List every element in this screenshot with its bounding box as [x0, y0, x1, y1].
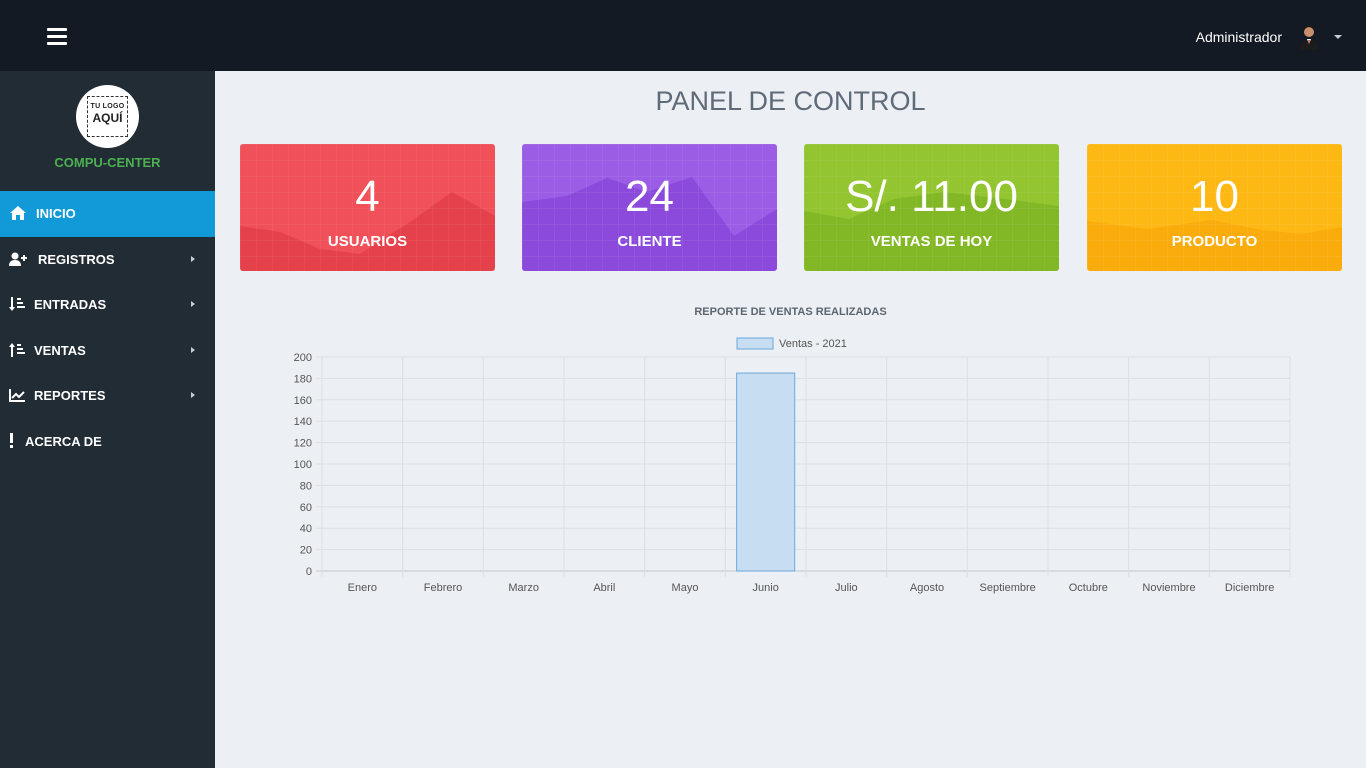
sidebar-item-label: ENTRADAS — [34, 297, 107, 312]
chevron-right-icon — [191, 346, 195, 353]
x-tick-label: Octubre — [1069, 582, 1108, 594]
card-value: 4 — [355, 172, 380, 221]
x-tick-label: Julio — [835, 582, 858, 594]
x-tick-label: Abril — [593, 582, 615, 594]
user-avatar[interactable] — [1297, 24, 1321, 50]
sidebar-item-label: REGISTROS — [38, 251, 115, 267]
card-usuarios[interactable]: 4 USUARIOS — [240, 144, 495, 271]
x-tick-label: Junio — [753, 582, 779, 594]
y-tick-label: 180 — [294, 373, 312, 385]
card-ventas-hoy[interactable]: S/. 11.00 VENTAS DE HOY — [804, 144, 1059, 271]
y-tick-label: 40 — [300, 523, 312, 535]
line-chart-icon — [9, 389, 25, 402]
card-background-pattern — [522, 144, 777, 271]
card-producto[interactable]: 10 PRODUCTO — [1087, 144, 1342, 271]
bar-junio — [736, 372, 796, 572]
brand-name: COMPU-CENTER — [54, 155, 161, 170]
y-tick-label: 100 — [294, 459, 312, 471]
card-background-pattern — [804, 144, 1059, 271]
sidebar-item-entradas[interactable]: ENTRADAS — [0, 282, 215, 328]
y-tick-label: 20 — [300, 545, 312, 557]
card-cliente[interactable]: 24 CLIENTE — [522, 144, 777, 271]
menu-icon[interactable] — [47, 28, 67, 45]
sidebar: TU LOGO AQUÍ COMPU-CENTER INICIO REGISTR… — [0, 71, 215, 768]
chart-title: REPORTE DE VENTAS REALIZADAS — [694, 306, 887, 318]
sidebar-item-label: VENTAS — [34, 342, 86, 358]
user-plus-icon — [9, 252, 27, 266]
y-tick-label: 140 — [294, 416, 312, 428]
sidebar-item-label: ACERCA DE — [25, 433, 102, 449]
legend-label: Ventas - 2021 — [779, 338, 847, 350]
y-tick-label: 80 — [300, 480, 312, 492]
sidebar-item-inicio[interactable]: INICIO — [0, 191, 215, 237]
logo-text-line2: AQUÍ — [92, 111, 123, 125]
y-tick-label: 160 — [294, 395, 312, 407]
exclamation-icon — [10, 432, 13, 448]
card-value: S/. 11.00 — [845, 172, 1018, 221]
card-label: CLIENTE — [617, 233, 682, 250]
x-tick-label: Marzo — [508, 582, 539, 594]
top-navbar: Administrador — [0, 0, 1366, 71]
logo-text-line1: TU LOGO — [90, 103, 125, 110]
sidebar-item-label: INICIO — [36, 206, 76, 221]
chevron-right-icon — [191, 392, 195, 398]
sidebar-item-reportes[interactable]: REPORTES — [0, 373, 215, 419]
logo: TU LOGO AQUÍ — [76, 85, 139, 148]
card-value: 10 — [1190, 172, 1239, 221]
sidebar-item-label: REPORTES — [34, 388, 106, 403]
x-tick-label: Noviembre — [1142, 582, 1195, 594]
sidebar-nav: INICIO REGISTROS ENTRADAS — [0, 191, 215, 464]
y-tick-label: 200 — [294, 352, 312, 364]
chevron-right-icon — [191, 301, 195, 307]
caret-down-icon[interactable] — [1334, 35, 1342, 39]
sidebar-item-ventas[interactable]: VENTAS — [0, 328, 215, 374]
card-value: 24 — [625, 172, 674, 221]
y-tick-label: 0 — [306, 566, 312, 578]
sort-down-icon — [9, 297, 25, 311]
card-label: VENTAS DE HOY — [870, 233, 993, 250]
card-label: PRODUCTO — [1171, 233, 1258, 250]
card-background-pattern — [240, 144, 495, 271]
x-tick-label: Febrero — [424, 582, 463, 594]
sidebar-item-acerca[interactable]: ACERCA DE — [0, 419, 215, 465]
x-tick-label: Mayo — [672, 582, 699, 594]
page-title: PANEL DE CONTROL — [655, 86, 926, 116]
sales-bar-chart: 0 20 40 60 80 100 120 140 160 180 200 Enero Febrero M… — [294, 337, 1291, 594]
home-icon — [10, 206, 26, 220]
x-tick-label: Septiembre — [980, 582, 1036, 594]
card-background-pattern — [1087, 144, 1342, 271]
y-tick-label: 120 — [294, 438, 312, 450]
x-tick-label: Enero — [348, 582, 377, 594]
user-name[interactable]: Administrador — [1195, 29, 1282, 45]
sort-up-icon — [9, 342, 25, 357]
chevron-right-icon — [191, 255, 195, 262]
card-label: USUARIOS — [327, 233, 408, 250]
x-tick-label: Diciembre — [1225, 582, 1275, 594]
y-tick-label: 60 — [300, 502, 312, 514]
sidebar-item-registros[interactable]: REGISTROS — [0, 237, 215, 283]
legend-swatch — [736, 337, 774, 350]
x-tick-label: Agosto — [910, 582, 944, 594]
